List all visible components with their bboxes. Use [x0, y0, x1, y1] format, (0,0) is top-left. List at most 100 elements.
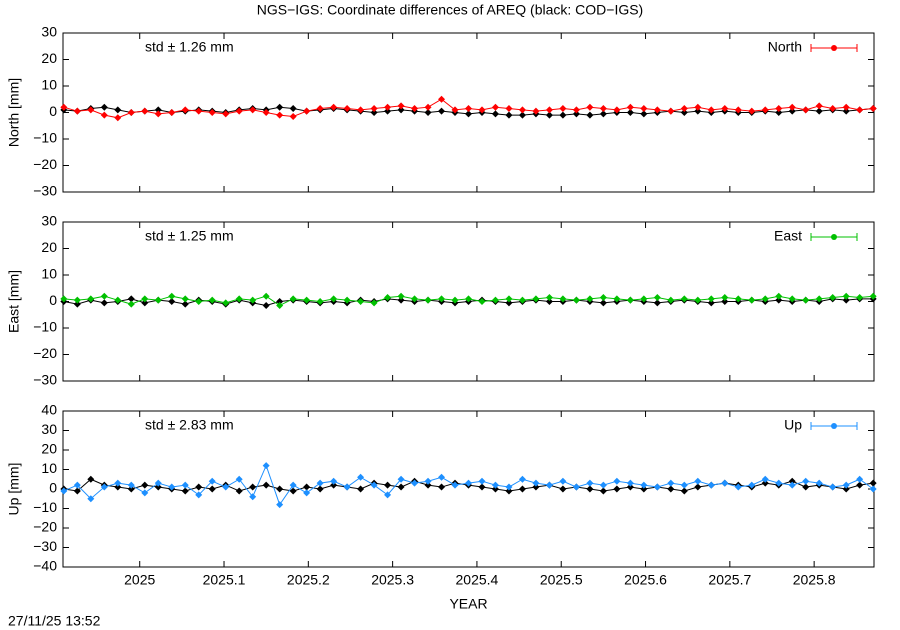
- y-tick-label: 30: [41, 24, 57, 40]
- data-point: [572, 483, 580, 491]
- data-point: [397, 296, 405, 304]
- data-point: [491, 296, 499, 304]
- data-point: [141, 481, 149, 489]
- data-point: [788, 107, 796, 115]
- data-point: [154, 106, 162, 114]
- data-point: [707, 299, 715, 307]
- data-point: [181, 295, 189, 303]
- y-axis-label: North [mm]: [6, 78, 22, 147]
- data-point: [181, 106, 189, 114]
- data-point: [262, 301, 270, 309]
- data-point: [208, 477, 216, 485]
- data-point: [478, 106, 486, 114]
- data-point: [60, 487, 68, 495]
- data-point: [424, 477, 432, 485]
- data-point: [154, 110, 162, 118]
- data-point: [154, 483, 162, 491]
- data-point: [370, 109, 378, 116]
- data-point: [330, 477, 338, 485]
- data-point: [357, 106, 365, 114]
- data-point: [761, 295, 769, 303]
- data-point: [667, 479, 675, 487]
- data-point: [518, 296, 526, 304]
- data-point: [168, 109, 176, 116]
- data-point: [114, 296, 122, 304]
- legend-label: Up: [784, 417, 802, 433]
- data-point: [114, 114, 122, 122]
- data-point: [222, 110, 230, 118]
- data-point: [532, 483, 540, 491]
- data-point: [842, 481, 850, 489]
- data-point: [788, 481, 796, 489]
- data-point: [316, 105, 324, 113]
- data-point: [262, 292, 270, 300]
- data-point: [73, 296, 81, 304]
- data-point: [653, 299, 661, 307]
- y-tick-label: −30: [33, 538, 57, 554]
- data-point: [599, 487, 607, 495]
- legend-swatch: [831, 423, 837, 429]
- x-tick-label: 2025: [124, 572, 155, 588]
- annotation: std ± 1.25 mm: [145, 228, 234, 244]
- data-point: [154, 296, 162, 304]
- data-point: [572, 106, 580, 114]
- data-point: [680, 295, 688, 303]
- data-point: [518, 485, 526, 493]
- y-tick-label: −40: [33, 558, 57, 574]
- data-point: [397, 102, 405, 110]
- y-tick-label: 20: [41, 50, 57, 66]
- data-point: [518, 106, 526, 114]
- data-point: [505, 105, 513, 113]
- annotation: std ± 1.26 mm: [145, 39, 234, 55]
- data-point: [478, 298, 486, 305]
- x-tick-label: 2025.8: [793, 572, 836, 588]
- data-point: [788, 477, 796, 485]
- x-tick-label: 2025.2: [287, 572, 330, 588]
- data-point: [195, 483, 203, 491]
- data-point: [465, 479, 472, 487]
- data-point: [303, 489, 311, 497]
- data-point: [761, 475, 769, 483]
- data-point: [465, 105, 472, 113]
- data-point: [505, 487, 513, 495]
- y-tick-label: −20: [33, 345, 57, 361]
- data-point: [613, 106, 621, 114]
- data-point: [370, 105, 378, 113]
- data-point: [357, 298, 365, 305]
- data-point: [829, 105, 837, 113]
- data-point: [505, 295, 513, 303]
- data-point: [694, 107, 702, 115]
- data-point: [100, 483, 108, 491]
- data-point: [734, 106, 742, 114]
- data-point: [721, 105, 729, 113]
- data-point: [424, 296, 432, 304]
- data-point: [721, 479, 729, 487]
- data-point: [249, 296, 257, 304]
- data-point: [384, 107, 392, 115]
- y-tick-label: 0: [49, 103, 57, 119]
- data-point: [289, 487, 297, 495]
- data-point: [586, 111, 594, 119]
- data-point: [73, 481, 81, 489]
- data-point: [856, 106, 864, 114]
- data-point: [775, 292, 783, 300]
- data-point: [411, 479, 419, 487]
- data-point: [680, 481, 688, 489]
- legend-label: East: [774, 228, 802, 244]
- y-tick-label: 20: [41, 239, 57, 255]
- data-point: [842, 485, 850, 493]
- data-point: [680, 109, 688, 116]
- data-point: [370, 299, 378, 307]
- data-point: [586, 485, 594, 493]
- data-point: [127, 295, 135, 303]
- data-point: [235, 487, 243, 495]
- data-point: [545, 111, 553, 119]
- y-tick-label: 10: [41, 77, 57, 93]
- data-point: [788, 295, 796, 303]
- data-point: [303, 107, 311, 115]
- data-point: [100, 111, 108, 119]
- data-point: [316, 298, 324, 305]
- data-point: [869, 292, 877, 300]
- timestamp: 27/11/25 13:52: [8, 613, 101, 629]
- data-point: [87, 475, 95, 483]
